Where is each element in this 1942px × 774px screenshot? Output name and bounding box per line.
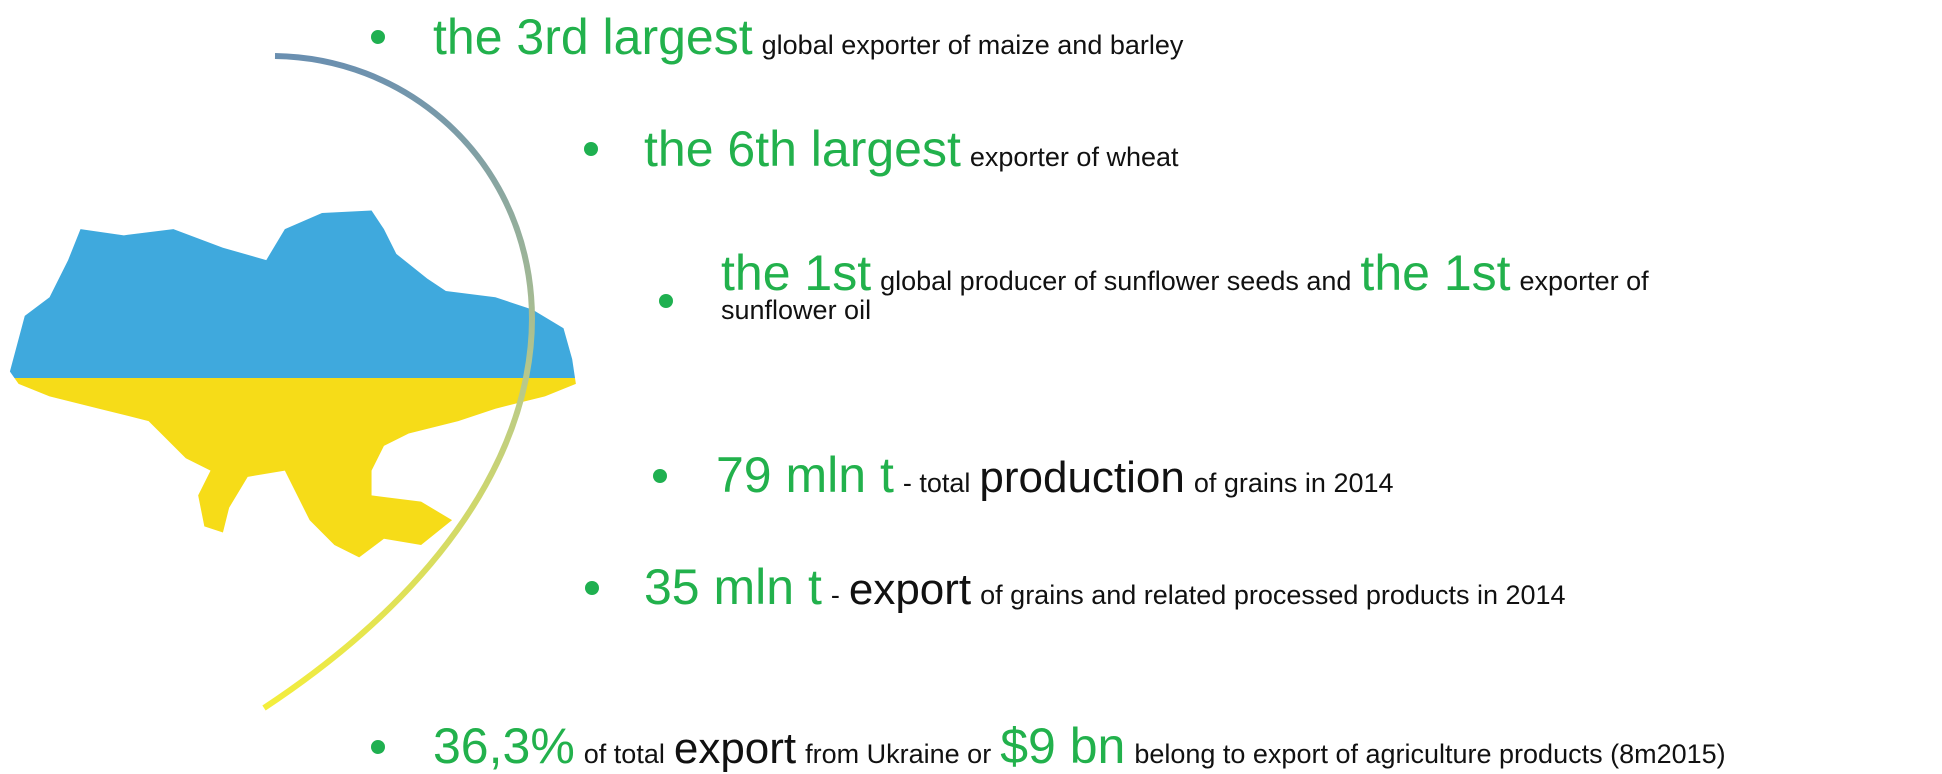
text: of total bbox=[583, 739, 665, 769]
bullet-text: 36,3% of total export from Ukraine or $9 bn b… bbox=[433, 721, 1735, 771]
highlight: the 6th largest bbox=[644, 121, 961, 177]
ukraine-map bbox=[9, 210, 576, 558]
text: belong to export of agriculture products… bbox=[1134, 739, 1726, 769]
emphasis: production bbox=[979, 453, 1185, 502]
text: of grains in 2014 bbox=[1193, 468, 1394, 498]
bullet-text: 35 mln t - export of grains and related pro… bbox=[644, 562, 1575, 612]
emphasis: export bbox=[848, 565, 972, 614]
highlight: 36,3% bbox=[433, 718, 575, 774]
highlight: 35 mln t bbox=[644, 559, 822, 615]
arc bbox=[262, 53, 535, 711]
text: - total bbox=[902, 468, 971, 498]
bullet bbox=[371, 740, 385, 754]
text: exporter of bbox=[1519, 266, 1649, 296]
text: exporter of wheat bbox=[969, 142, 1179, 172]
bullet bbox=[653, 469, 667, 483]
bullet-text: 79 mln t - total production of grains in 20… bbox=[716, 450, 1403, 500]
bullet-text: the 1st global producer of sunflower seed… bbox=[721, 248, 1658, 325]
text: of grains and related processed products… bbox=[980, 580, 1566, 610]
emphasis: export bbox=[673, 724, 797, 773]
text: sunflower oil bbox=[721, 294, 872, 325]
bullet-text: the 3rd largest global exporter of maize … bbox=[433, 12, 1192, 62]
text: global exporter of maize and barley bbox=[761, 30, 1184, 60]
text: - bbox=[830, 580, 840, 610]
text: from Ukraine or bbox=[805, 739, 992, 769]
bullet bbox=[585, 581, 599, 595]
bullet bbox=[659, 294, 673, 308]
highlight: $9 bn bbox=[1000, 718, 1126, 774]
bullet-text: the 6th largest exporter of wheat bbox=[644, 124, 1188, 174]
highlight: the 1st bbox=[1360, 245, 1511, 301]
bullet bbox=[584, 142, 598, 156]
highlight: the 1st bbox=[721, 245, 872, 301]
highlight: the 3rd largest bbox=[433, 9, 753, 65]
bullet bbox=[371, 30, 385, 44]
highlight: 79 mln t bbox=[716, 447, 894, 503]
text: global producer of sunflower seeds and bbox=[880, 266, 1352, 296]
